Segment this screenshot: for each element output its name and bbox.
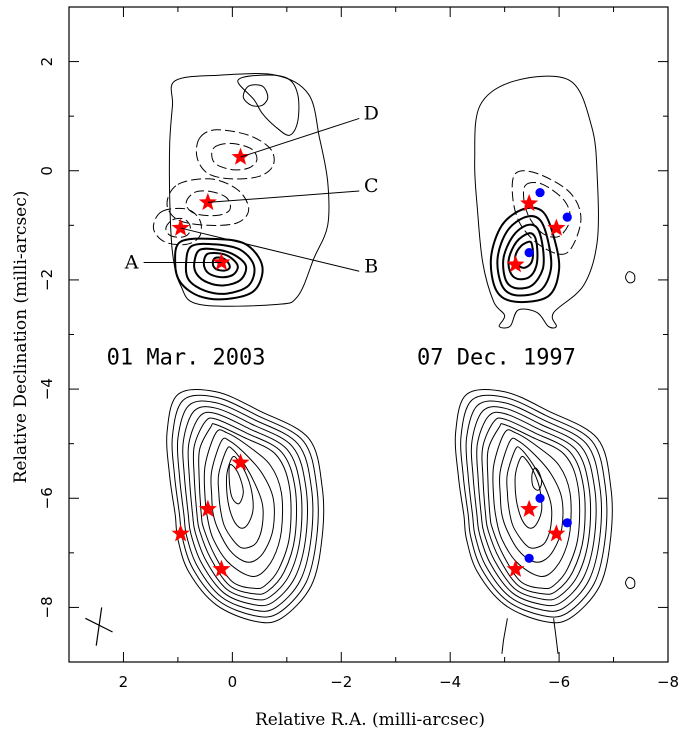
beam-minor-axis bbox=[95, 607, 103, 646]
contour-panel-2-jet-outer bbox=[511, 170, 582, 255]
star-marker bbox=[547, 524, 566, 542]
x-tick-label: 2 bbox=[119, 673, 129, 691]
star-marker bbox=[231, 147, 250, 165]
contour-panel-1-lobe-inner bbox=[242, 84, 269, 107]
contour-panel-2-noise-ring bbox=[624, 271, 636, 284]
contour-panel-3-c5 bbox=[187, 411, 303, 601]
contour-tail-1 bbox=[501, 618, 508, 654]
star-marker bbox=[198, 192, 217, 211]
y-tick-label: 2 bbox=[38, 57, 56, 67]
star-marker bbox=[198, 499, 217, 517]
contour-panel-4-c11 bbox=[514, 455, 543, 529]
star-marker bbox=[520, 499, 539, 517]
contour-panel-3-c7 bbox=[198, 423, 292, 590]
blue-dot-marker bbox=[562, 212, 572, 222]
epoch-label-2: 07 Dec. 1997 bbox=[417, 345, 576, 370]
contour-tail-2 bbox=[553, 618, 559, 654]
component-label-D: D bbox=[364, 102, 379, 124]
contour-panel-3-c8 bbox=[203, 429, 284, 578]
y-tick-label: −6 bbox=[38, 487, 56, 509]
contour-panel-4-c2 bbox=[460, 394, 608, 618]
contour-layer bbox=[85, 73, 636, 654]
contour-panel-2-jet-inner bbox=[522, 182, 571, 238]
x-axis-title: Relative R.A. (milli-arcsec) bbox=[255, 710, 485, 730]
blue-dot-marker bbox=[562, 518, 572, 528]
y-axis-title: Relative Declination (milli-arcsec) bbox=[11, 191, 31, 484]
star-marker bbox=[520, 194, 539, 212]
x-tick-label: 0 bbox=[228, 673, 238, 691]
contour-panel-3-c4 bbox=[182, 406, 308, 607]
label-line-D bbox=[240, 117, 360, 158]
contour-panel-4-c10 bbox=[506, 446, 553, 549]
contour-panel-1-D-inner bbox=[211, 142, 258, 171]
contour-panel-4-c8 bbox=[492, 429, 572, 578]
contour-panel-4-c3 bbox=[465, 400, 602, 612]
y-tick-label: −4 bbox=[38, 378, 56, 400]
blue-dot-marker bbox=[535, 493, 545, 503]
contour-panel-1-A-4 bbox=[202, 251, 239, 279]
star-marker bbox=[212, 559, 231, 577]
blue-dot-marker bbox=[524, 248, 534, 258]
x-tick-label: −8 bbox=[657, 673, 679, 691]
epoch-label-1: 01 Mar. 2003 bbox=[107, 345, 266, 370]
component-label-A: A bbox=[124, 251, 139, 273]
y-tick-label: −2 bbox=[38, 269, 56, 291]
star-marker bbox=[231, 453, 250, 471]
contour-panel-3-c2 bbox=[171, 394, 319, 618]
y-tick-label: 0 bbox=[38, 166, 56, 176]
contour-panel-3-c1 bbox=[166, 389, 325, 624]
contour-panel-1-A-1 bbox=[174, 237, 264, 301]
marker-layer bbox=[171, 147, 572, 577]
contour-panel-2-A-3 bbox=[502, 223, 545, 290]
contour-panel-4-c7 bbox=[486, 423, 581, 590]
star-marker bbox=[212, 252, 231, 271]
star-marker bbox=[171, 524, 190, 542]
contour-panel-4-c12 bbox=[531, 467, 543, 491]
component-label-C: C bbox=[364, 175, 379, 197]
contour-panel-2-envelope bbox=[474, 75, 599, 329]
contour-panel-1-B-inner bbox=[165, 217, 191, 238]
y-tick-label: −8 bbox=[38, 596, 56, 618]
contour-panel-1-A-3 bbox=[193, 247, 248, 287]
contour-panel-4-c5 bbox=[476, 411, 592, 601]
x-tick-label: −4 bbox=[439, 673, 461, 691]
contour-panel-4-c9 bbox=[498, 437, 564, 563]
x-tick-label: −6 bbox=[548, 673, 570, 691]
contour-panel-2-A-1 bbox=[489, 206, 561, 304]
contour-panel-4-c1 bbox=[454, 389, 613, 624]
contour-panel-3-c3 bbox=[176, 400, 314, 612]
contour-panel-1-lobe-outer bbox=[237, 74, 300, 136]
contour-panel-4-noise-ring bbox=[624, 576, 636, 589]
star-marker bbox=[171, 218, 190, 236]
blue-dot-marker bbox=[524, 553, 534, 563]
contour-panel-1-A-2 bbox=[184, 242, 256, 295]
contour-panel-1-C-outer bbox=[166, 178, 250, 226]
contour-panel-1-C-inner bbox=[185, 190, 231, 217]
contour-panel-3-c9 bbox=[210, 437, 275, 563]
x-tick-label: −2 bbox=[330, 673, 352, 691]
contour-panel-3-c11 bbox=[225, 455, 254, 529]
contour-panel-1-envelope bbox=[168, 73, 330, 307]
component-label-B: B bbox=[364, 255, 378, 277]
contour-panel-2-A-2 bbox=[496, 215, 553, 297]
contour-panel-3-c6 bbox=[192, 417, 298, 595]
star-marker bbox=[506, 255, 525, 273]
contour-panel-4-c6 bbox=[481, 417, 586, 595]
contour-panel-1-B-outer bbox=[152, 207, 202, 246]
contour-panel-3-c12 bbox=[228, 463, 244, 505]
star-marker bbox=[506, 559, 525, 577]
star-marker bbox=[547, 218, 566, 236]
annotation-layer: D C B A 01 Mar. 2003 07 Dec. 1997 bbox=[107, 102, 576, 370]
axes-frame: 2 0 −2 −4 −6 −8 2 0 −2 −4 −6 −8 bbox=[38, 6, 679, 691]
label-line-B bbox=[180, 227, 360, 272]
contour-panel-4-c4 bbox=[470, 406, 597, 607]
blue-dot-marker bbox=[535, 187, 545, 198]
contour-panel-3-c10 bbox=[217, 446, 264, 549]
label-line-C bbox=[207, 190, 360, 203]
contour-panel-2-A-5 bbox=[514, 240, 535, 269]
contour-panel-1-D-outer bbox=[195, 129, 275, 180]
